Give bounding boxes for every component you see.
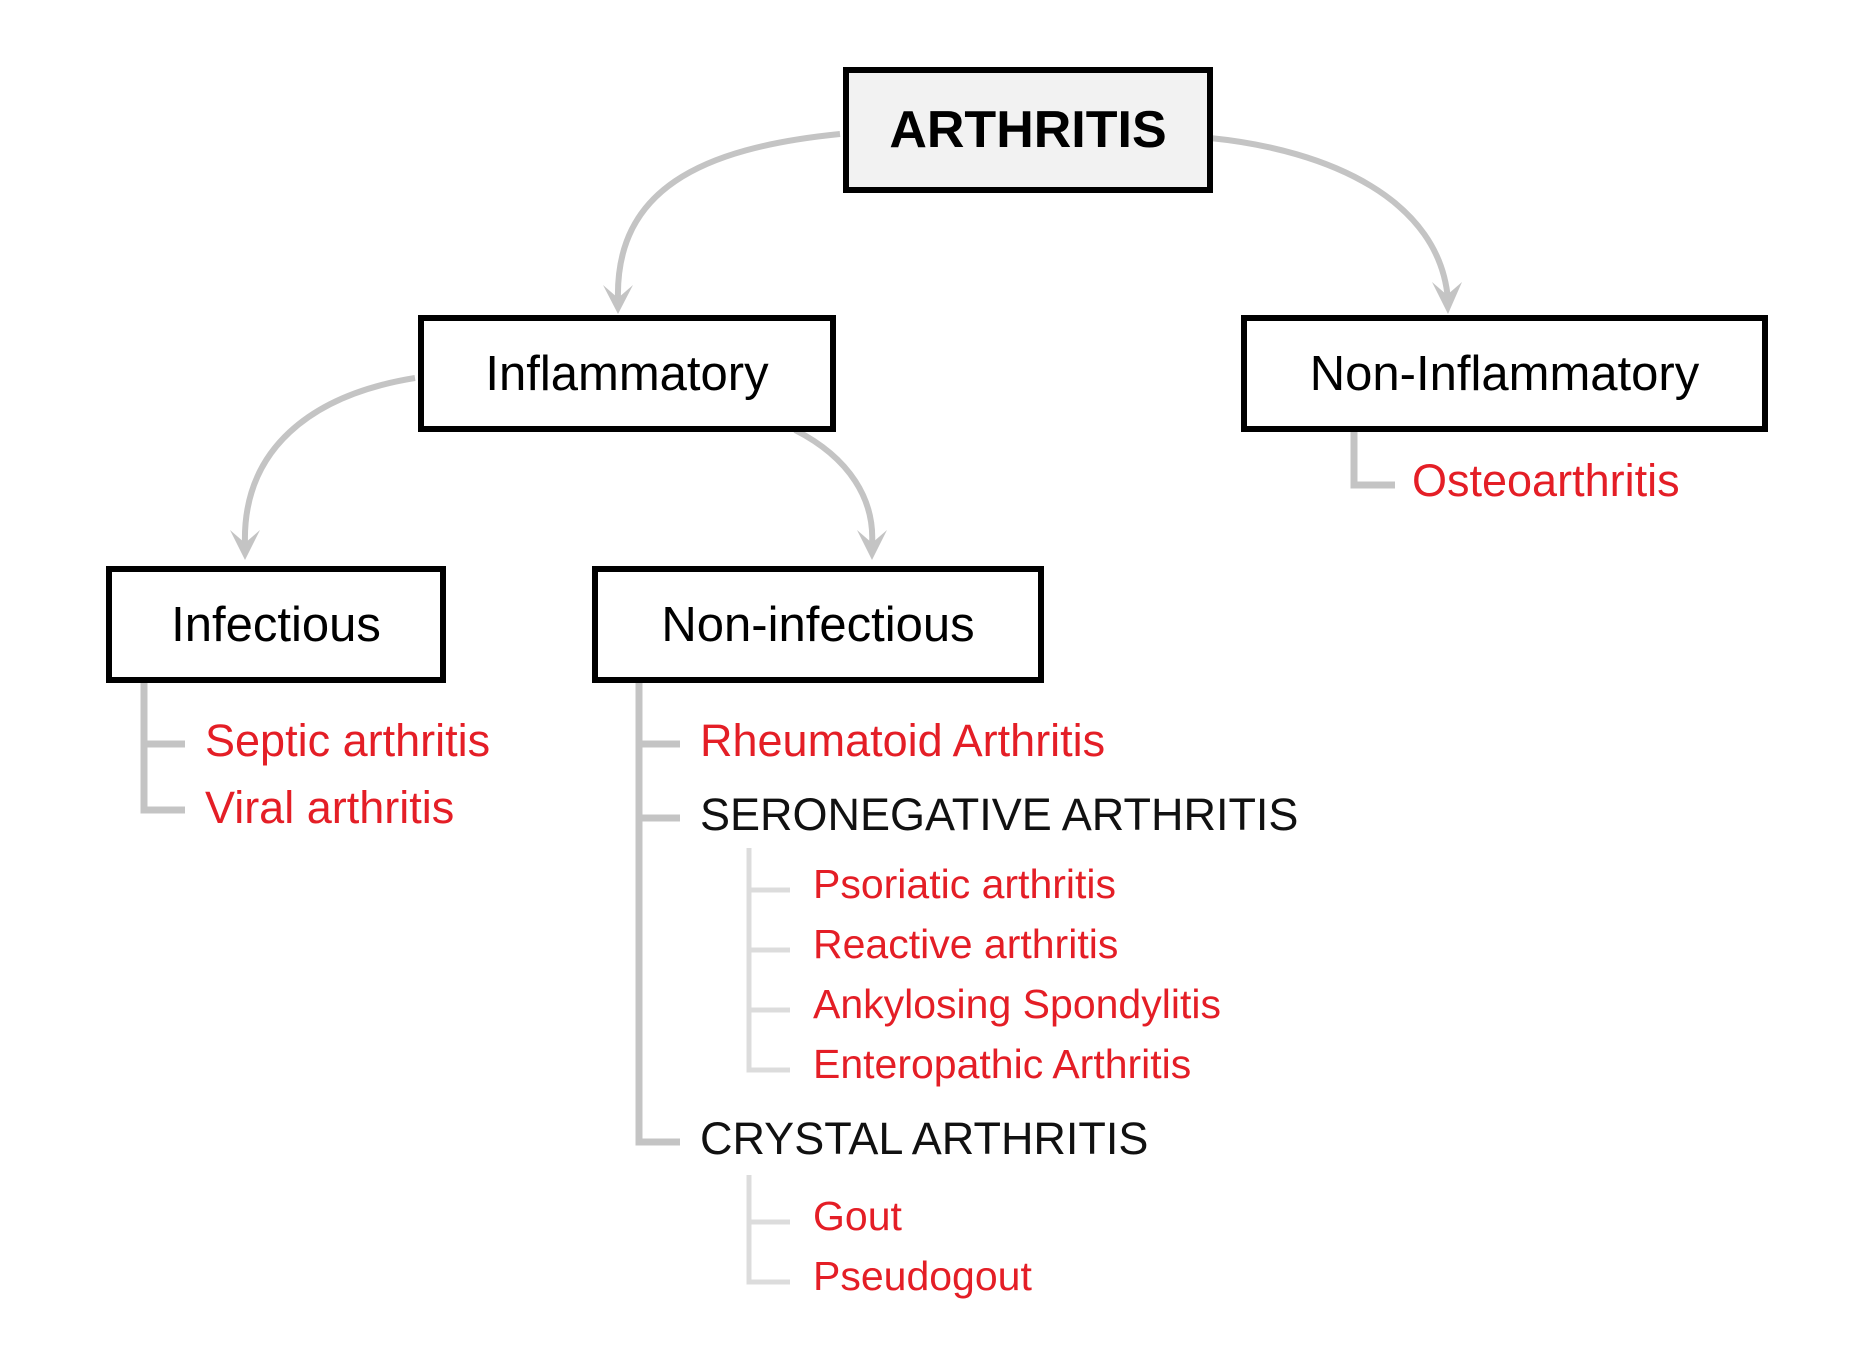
bracket-non-infectious — [635, 682, 680, 1146]
arthritis-root-box: ARTHRITIS — [843, 67, 1213, 193]
arrowhead-infectious — [230, 530, 260, 560]
arrowhead-non-infectious — [857, 530, 887, 560]
infectious-box: Infectious — [106, 566, 446, 683]
bracket-infectious — [140, 682, 185, 814]
non-inflammatory-label: Non-Inflammatory — [1309, 346, 1700, 401]
inflammatory-box: Inflammatory — [418, 315, 836, 432]
arrow-inflammatory-to-infectious — [241, 375, 416, 546]
infectious-label: Infectious — [171, 597, 381, 652]
arrow-root-to-non-inflammatory — [1209, 135, 1451, 301]
list-item-enteropathic-arthritis: Enteropathic Arthritis — [813, 1041, 1192, 1087]
list-item-septic-arthritis: Septic arthritis — [205, 715, 491, 766]
arrowhead-inflammatory — [603, 285, 633, 314]
non-infectious-label: Non-infectious — [661, 597, 975, 652]
list-item-psoriatic-arthritis: Psoriatic arthritis — [813, 861, 1117, 907]
list-item-osteoarthritis: Osteoarthritis — [1412, 455, 1680, 506]
list-item-viral-arthritis: Viral arthritis — [205, 782, 455, 833]
bracket-crystal — [746, 1175, 790, 1285]
category-seronegative-arthritis: SERONEGATIVE ARTHRITIS — [700, 789, 1299, 840]
list-item-pseudogout: Pseudogout — [813, 1253, 1032, 1299]
arrow-inflammatory-to-non-infectious — [793, 427, 876, 546]
list-item-gout: Gout — [813, 1193, 902, 1239]
arrowhead-non-inflammatory — [1432, 282, 1462, 314]
root-label: ARTHRITIS — [889, 101, 1167, 159]
list-item-reactive-arthritis: Reactive arthritis — [813, 921, 1119, 967]
list-item-rheumatoid-arthritis: Rheumatoid Arthritis — [700, 715, 1106, 766]
non-inflammatory-box: Non-Inflammatory — [1241, 315, 1768, 432]
arrow-root-to-inflammatory — [614, 131, 841, 301]
list-item-ankylosing-spondylitis: Ankylosing Spondylitis — [813, 981, 1221, 1027]
inflammatory-label: Inflammatory — [485, 346, 769, 401]
non-infectious-box: Non-infectious — [592, 566, 1044, 683]
category-crystal-arthritis: CRYSTAL ARTHRITIS — [700, 1113, 1149, 1164]
bracket-seronegative — [746, 848, 790, 1073]
bracket-non-inflammatory — [1350, 432, 1395, 489]
